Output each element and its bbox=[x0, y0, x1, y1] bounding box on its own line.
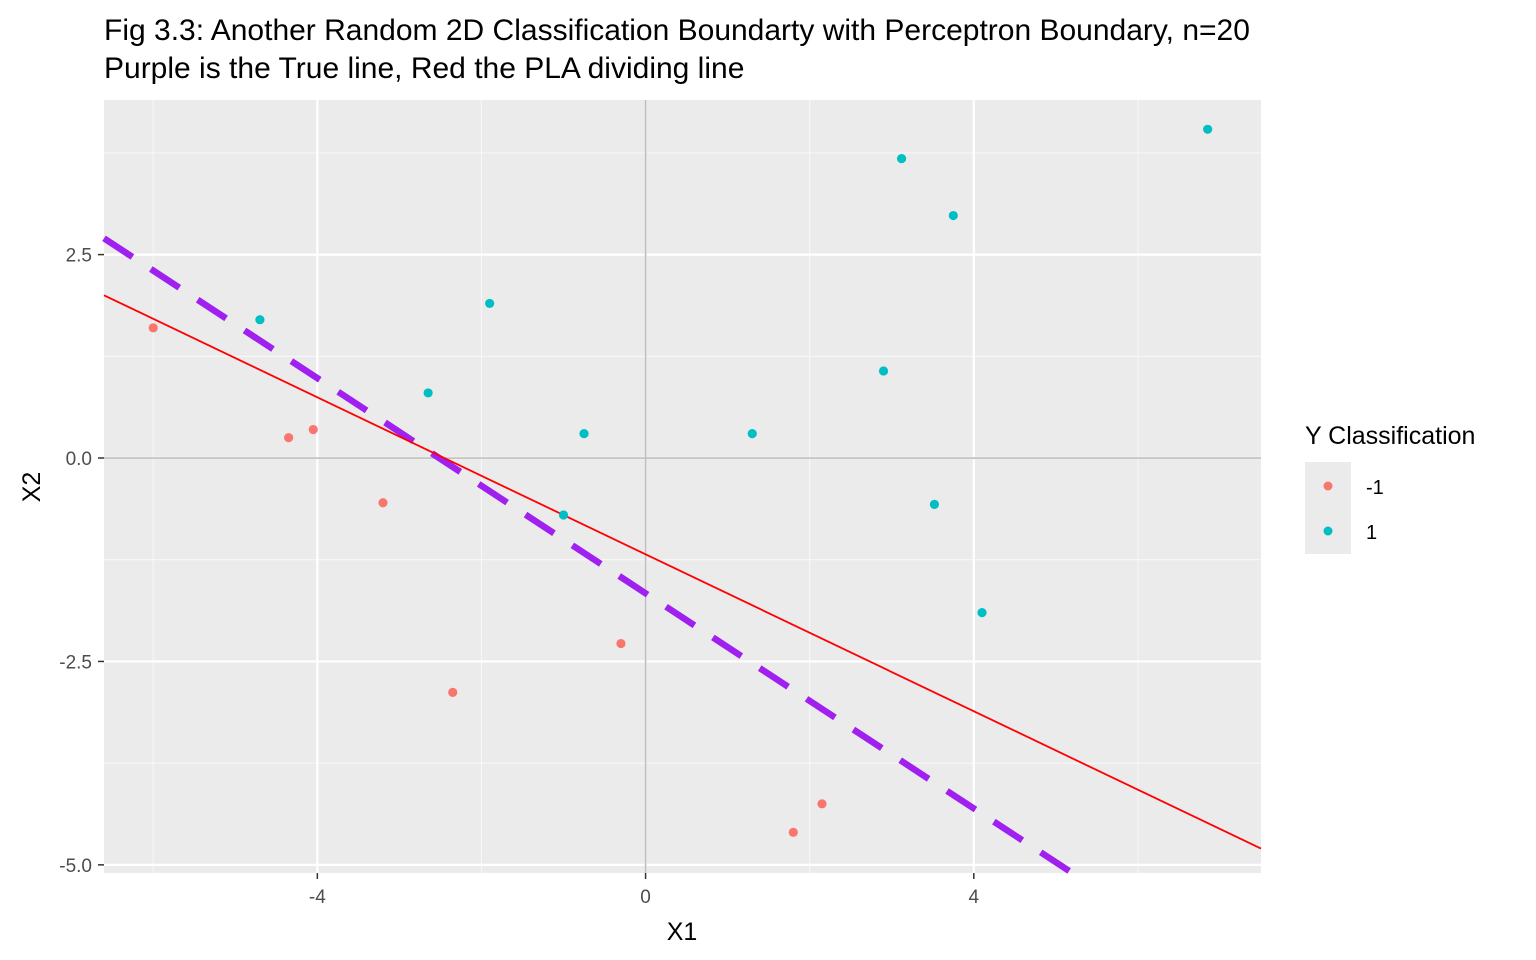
y-tick-label: 2.5 bbox=[66, 246, 92, 267]
y-tick-label: -2.5 bbox=[59, 652, 92, 673]
chart-title: Fig 3.3: Another Random 2D Classificatio… bbox=[104, 14, 1250, 47]
x-axis-title: X1 bbox=[667, 918, 698, 946]
data-point-class-pos1 bbox=[423, 388, 433, 398]
data-point-class-pos1 bbox=[1203, 124, 1213, 134]
data-points bbox=[148, 124, 1213, 837]
y-axis-title: X2 bbox=[18, 472, 46, 503]
data-point-class-pos1 bbox=[948, 210, 958, 221]
x-tick-label: 4 bbox=[969, 887, 980, 908]
data-point-class-neg1 bbox=[448, 687, 458, 697]
data-point-class-neg1 bbox=[616, 638, 626, 649]
data-point-class-neg1 bbox=[284, 433, 294, 443]
data-point-class-neg1 bbox=[308, 424, 318, 435]
minor-gridlines bbox=[104, 100, 1261, 873]
legend-label-pos1: 1 bbox=[1366, 522, 1377, 544]
legend: Y Classification -1 1 bbox=[1305, 422, 1475, 554]
data-point-class-pos1 bbox=[485, 298, 495, 309]
boundary-lines bbox=[102, 235, 1262, 876]
y-tick-label: -5.0 bbox=[59, 856, 92, 877]
chart-subtitle: Purple is the True line, Red the PLA div… bbox=[104, 52, 744, 85]
data-point-class-neg1 bbox=[148, 323, 158, 333]
pla-dividing-line bbox=[103, 294, 1262, 850]
legend-label-neg1: -1 bbox=[1366, 477, 1384, 499]
data-point-class-neg1 bbox=[378, 498, 388, 508]
x-tick-label: 0 bbox=[640, 887, 651, 908]
y-axis-ticks: -5.0 -2.5 0.0 2.5 bbox=[59, 246, 104, 877]
data-point-class-pos1 bbox=[896, 153, 907, 164]
data-point-class-pos1 bbox=[929, 499, 940, 510]
data-point-class-pos1 bbox=[255, 315, 265, 325]
data-point-class-pos1 bbox=[579, 429, 589, 439]
legend-title: Y Classification bbox=[1305, 422, 1475, 450]
data-point-class-pos1 bbox=[747, 429, 757, 439]
x-tick-label: -4 bbox=[309, 887, 326, 908]
data-point-class-pos1 bbox=[558, 510, 569, 520]
y-tick-label: 0.0 bbox=[66, 449, 92, 470]
data-point-class-neg1 bbox=[817, 799, 827, 809]
legend-key-pos1 bbox=[1323, 526, 1333, 536]
data-point-class-pos1 bbox=[977, 608, 987, 618]
plot-panel bbox=[104, 100, 1261, 873]
true-line bbox=[102, 235, 1075, 876]
reference-lines bbox=[104, 100, 1261, 873]
legend-key-neg1 bbox=[1323, 481, 1333, 491]
legend-key-background bbox=[1305, 462, 1351, 554]
data-point-class-neg1 bbox=[788, 827, 798, 837]
x-axis-ticks: -4 0 4 bbox=[309, 873, 980, 908]
data-point-class-pos1 bbox=[878, 366, 889, 376]
